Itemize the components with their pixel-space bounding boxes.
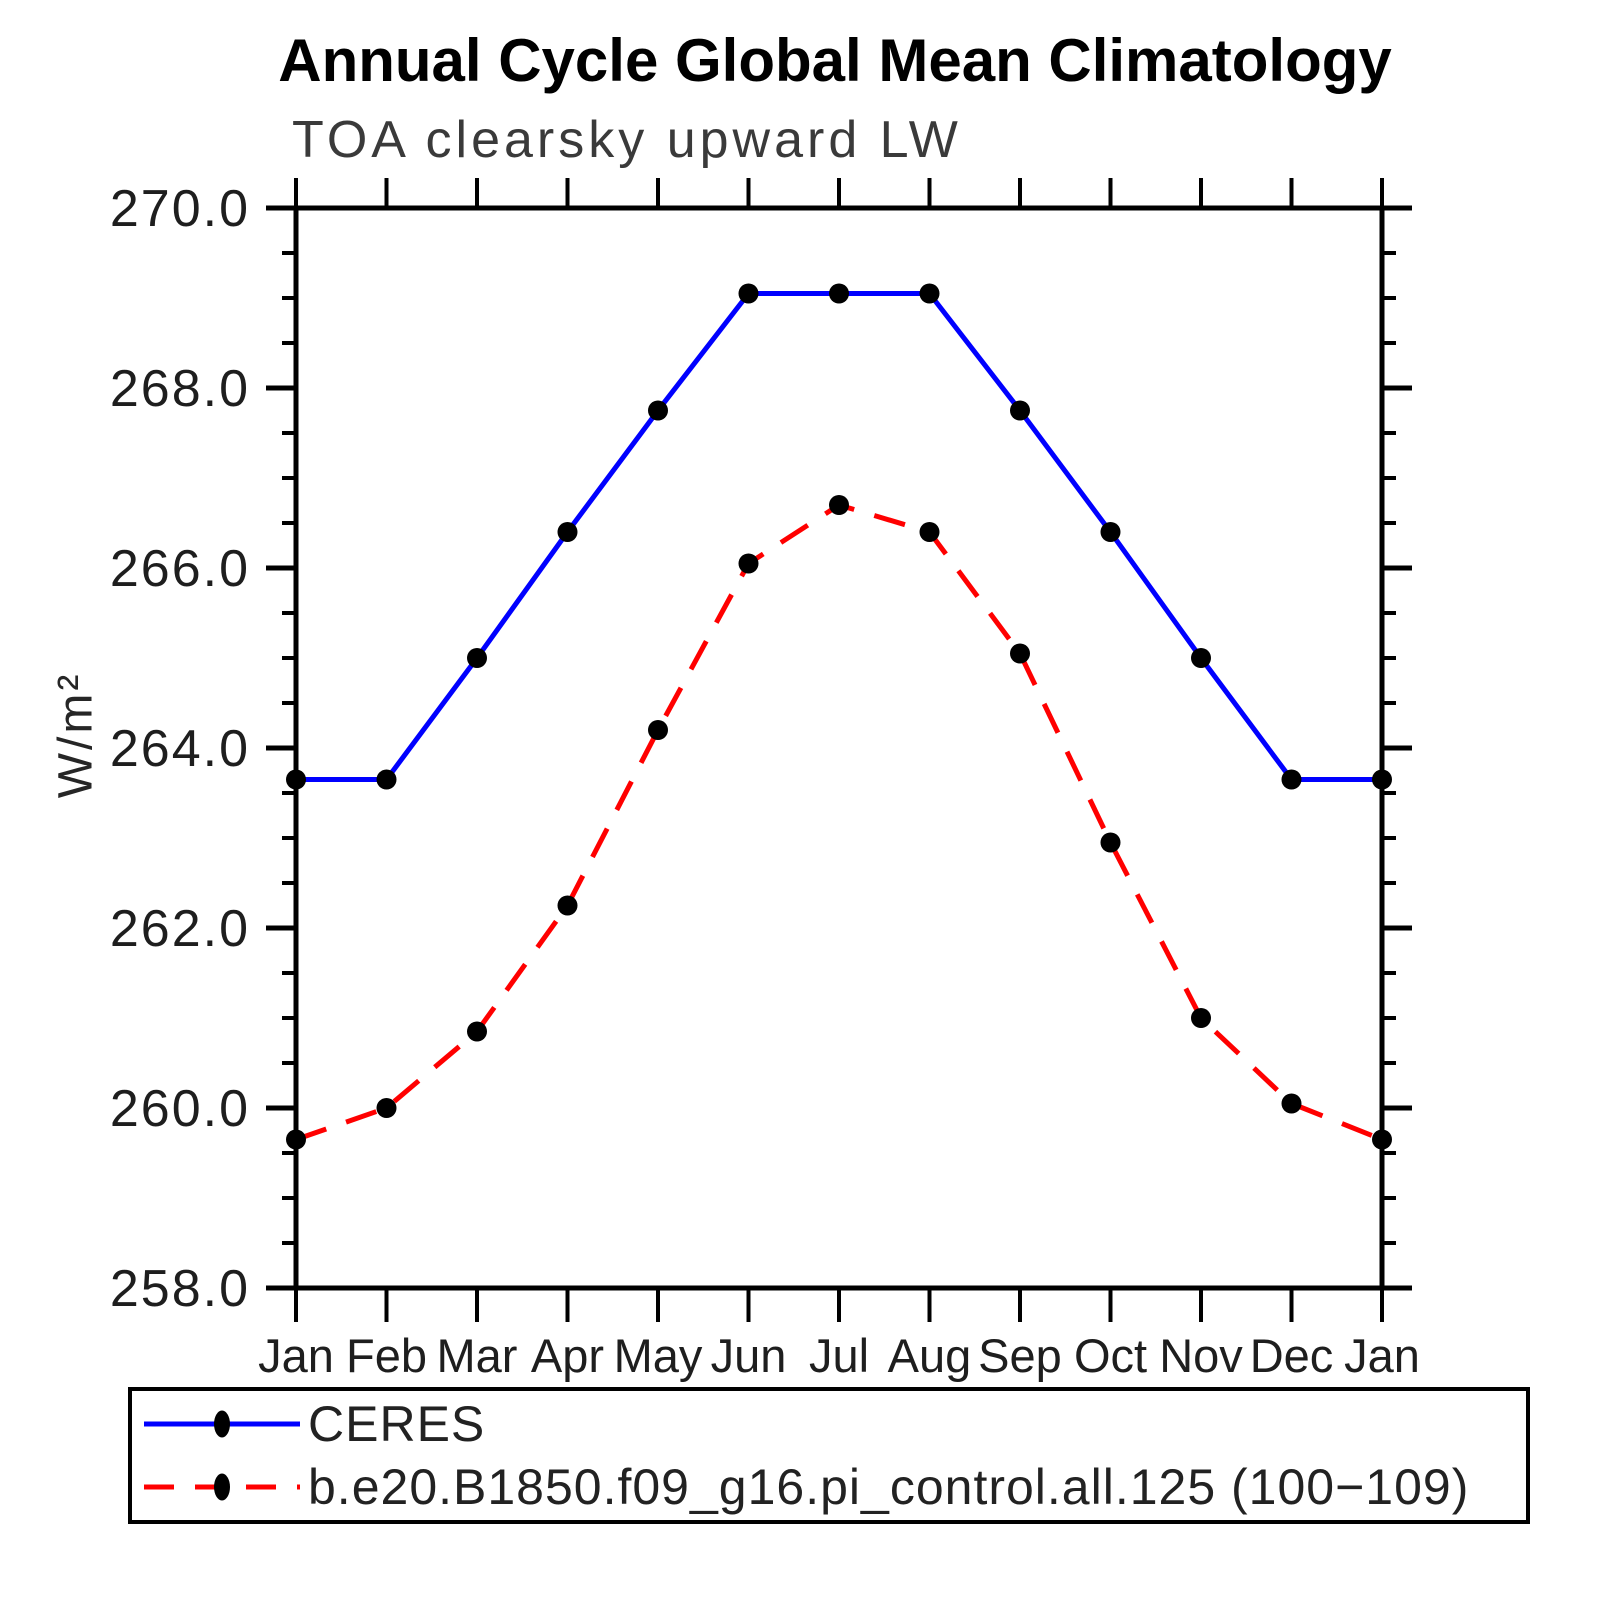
data-point-marker <box>738 283 759 304</box>
data-point-marker <box>1191 648 1211 668</box>
legend-entry-ceres: CERES <box>142 1395 1526 1453</box>
data-point-marker <box>1372 769 1392 790</box>
x-tick-label: Dec <box>1250 1329 1334 1382</box>
x-tick-label: May <box>614 1329 703 1382</box>
x-tick-label: Sep <box>978 1329 1062 1382</box>
x-tick-label: Jan <box>258 1329 334 1382</box>
data-point-marker <box>286 769 306 790</box>
y-tick-label: 258.0 <box>110 1260 250 1318</box>
data-point-marker <box>1100 522 1121 542</box>
legend-line-sample-model <box>144 1473 300 1501</box>
data-point-marker <box>919 522 940 542</box>
data-point-marker <box>1372 1129 1392 1150</box>
x-tick-label: Feb <box>346 1329 427 1382</box>
x-tick-label: Jun <box>711 1329 787 1382</box>
data-point-marker <box>286 1129 306 1150</box>
legend-box: CERES b.e20.B1850.f09_g16.pi_control.all… <box>128 1387 1530 1524</box>
legend-ceres-marker <box>214 1410 230 1438</box>
data-point-marker <box>557 522 578 542</box>
data-point-marker <box>1010 400 1030 421</box>
data-point-marker <box>376 769 397 790</box>
data-point-marker <box>1281 769 1302 790</box>
y-axis-label: W/m² <box>49 671 103 799</box>
series-line-0 <box>296 291 1382 782</box>
data-point-marker <box>1191 1008 1211 1028</box>
y-tick-label: 268.0 <box>110 360 250 418</box>
data-point-marker <box>1010 643 1030 664</box>
legend-model-marker <box>214 1473 230 1501</box>
legend-line-sample-ceres <box>144 1410 300 1438</box>
data-point-marker <box>738 553 759 574</box>
chart-subtitle: TOA clearsky upward LW <box>292 111 962 169</box>
series-line-1 <box>295 502 1383 1142</box>
x-tick-label: Aug <box>888 1329 972 1382</box>
x-tick-label: Jan <box>1344 1329 1420 1382</box>
data-point-marker <box>829 495 849 515</box>
data-point-marker <box>1100 832 1121 853</box>
data-point-marker <box>919 283 940 304</box>
data-point-marker <box>829 283 849 304</box>
data-point-marker <box>376 1098 397 1118</box>
y-tick-label: 264.0 <box>110 720 250 778</box>
x-tick-label: Jul <box>809 1329 869 1382</box>
plot-frame <box>293 205 1385 1291</box>
data-point-marker <box>467 1021 487 1042</box>
x-tick-label: Nov <box>1159 1329 1243 1382</box>
legend-label-ceres: CERES <box>308 1396 486 1453</box>
x-tick-label: Oct <box>1074 1329 1147 1382</box>
data-point-marker <box>467 648 487 668</box>
data-point-marker <box>648 720 668 740</box>
data-point-marker <box>1281 1093 1302 1114</box>
y-tick-label: 260.0 <box>110 1080 250 1138</box>
y-tick-label: 266.0 <box>110 540 250 598</box>
x-tick-label: Apr <box>531 1329 604 1382</box>
data-point-marker <box>648 400 668 421</box>
y-tick-label: 270.0 <box>110 180 250 238</box>
legend-label-model: b.e20.B1850.f09_g16.pi_control.all.125 (… <box>308 1458 1470 1515</box>
x-tick-label: Mar <box>437 1329 518 1382</box>
legend-entry-model: b.e20.B1850.f09_g16.pi_control.all.125 (… <box>142 1458 1526 1516</box>
y-tick-label: 262.0 <box>110 900 250 958</box>
chart-title: Annual Cycle Global Mean Climatology <box>278 27 1392 94</box>
data-point-marker <box>557 895 578 916</box>
